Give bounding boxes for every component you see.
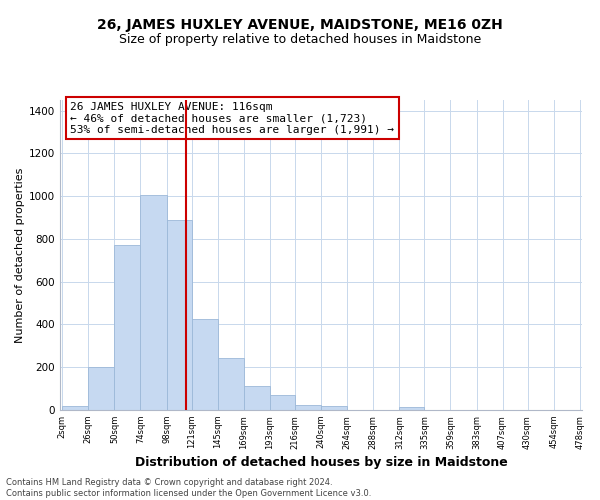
Bar: [295, 404, 321, 410]
Y-axis label: Number of detached properties: Number of detached properties: [15, 168, 25, 342]
Bar: [167, 220, 191, 410]
Bar: [88, 367, 115, 410]
Bar: [140, 195, 167, 410]
Bar: [218, 358, 244, 410]
Text: Contains HM Land Registry data © Crown copyright and database right 2024.
Contai: Contains HM Land Registry data © Crown c…: [6, 478, 371, 498]
Text: 26 JAMES HUXLEY AVENUE: 116sqm
← 46% of detached houses are smaller (1,723)
53% : 26 JAMES HUXLEY AVENUE: 116sqm ← 46% of …: [70, 102, 394, 134]
Bar: [191, 319, 218, 410]
Text: 26, JAMES HUXLEY AVENUE, MAIDSTONE, ME16 0ZH: 26, JAMES HUXLEY AVENUE, MAIDSTONE, ME16…: [97, 18, 503, 32]
Text: Size of property relative to detached houses in Maidstone: Size of property relative to detached ho…: [119, 32, 481, 46]
Bar: [270, 395, 295, 410]
Bar: [115, 246, 140, 410]
Bar: [321, 406, 347, 410]
Bar: [400, 407, 424, 410]
Bar: [244, 386, 270, 410]
Bar: [62, 406, 88, 410]
X-axis label: Distribution of detached houses by size in Maidstone: Distribution of detached houses by size …: [134, 456, 508, 469]
